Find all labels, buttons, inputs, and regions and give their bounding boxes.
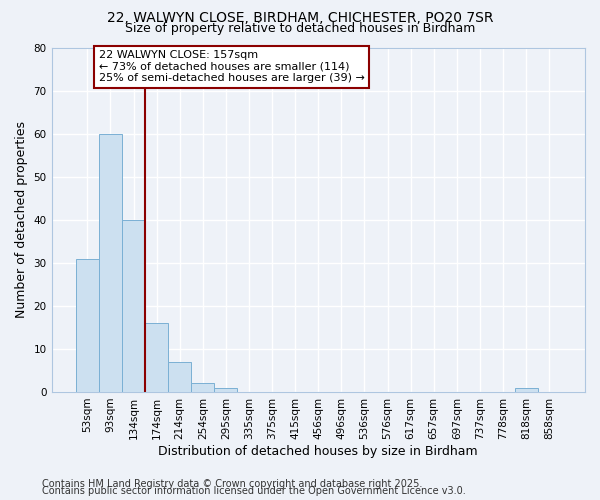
Bar <box>515 388 538 392</box>
Text: Contains HM Land Registry data © Crown copyright and database right 2025.: Contains HM Land Registry data © Crown c… <box>42 479 422 489</box>
X-axis label: Distribution of detached houses by size in Birdham: Distribution of detached houses by size … <box>158 444 478 458</box>
Bar <box>145 323 168 392</box>
Y-axis label: Number of detached properties: Number of detached properties <box>15 122 28 318</box>
Bar <box>99 134 122 392</box>
Bar <box>168 362 191 392</box>
Bar <box>122 220 145 392</box>
Text: 22 WALWYN CLOSE: 157sqm
← 73% of detached houses are smaller (114)
25% of semi-d: 22 WALWYN CLOSE: 157sqm ← 73% of detache… <box>99 50 365 84</box>
Text: Size of property relative to detached houses in Birdham: Size of property relative to detached ho… <box>125 22 475 35</box>
Bar <box>214 388 238 392</box>
Text: Contains public sector information licensed under the Open Government Licence v3: Contains public sector information licen… <box>42 486 466 496</box>
Bar <box>76 258 99 392</box>
Bar <box>191 384 214 392</box>
Text: 22, WALWYN CLOSE, BIRDHAM, CHICHESTER, PO20 7SR: 22, WALWYN CLOSE, BIRDHAM, CHICHESTER, P… <box>107 11 493 25</box>
